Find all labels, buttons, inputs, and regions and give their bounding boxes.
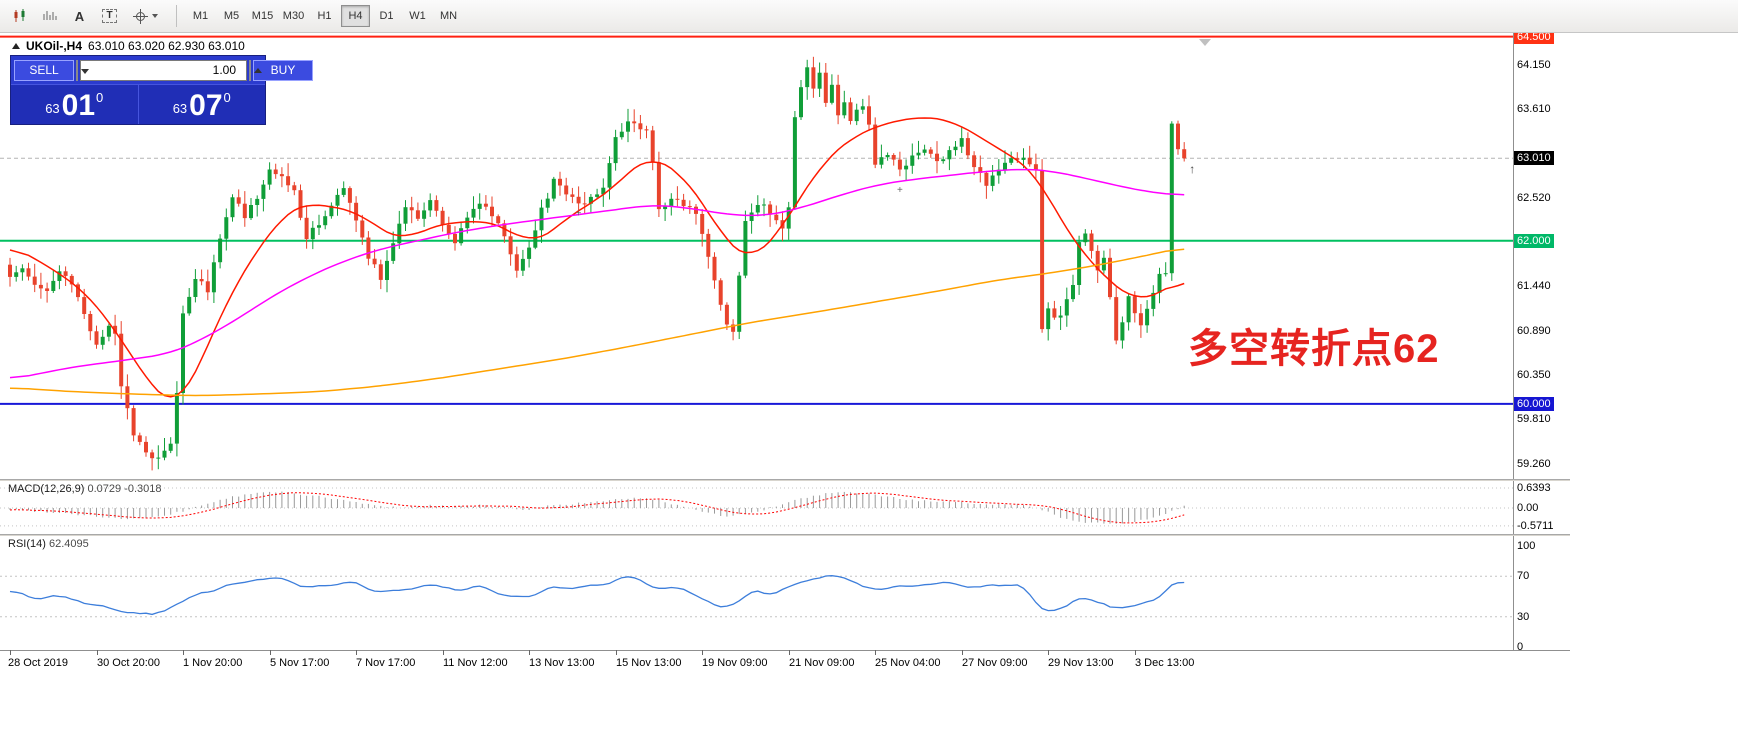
timeframe-button-d1[interactable]: D1 bbox=[372, 5, 401, 27]
sell-price-prefix: 63 bbox=[45, 101, 60, 116]
time-axis-label: 5 Nov 17:00 bbox=[270, 657, 330, 669]
time-axis-label: 28 Oct 2019 bbox=[8, 657, 68, 669]
timeframe-button-mn[interactable]: MN bbox=[434, 5, 463, 27]
macd-canvas[interactable] bbox=[0, 481, 1513, 534]
rsi-name: RSI(14) bbox=[8, 538, 46, 550]
svg-text:+: + bbox=[897, 185, 903, 196]
letter-t-glyph: T bbox=[102, 9, 117, 23]
rsi-values: 62.4095 bbox=[48, 538, 89, 550]
chart-title: UKOil-,H4 63.010 63.020 62.930 63.010 bbox=[12, 39, 245, 53]
timeframe-button-m5[interactable]: M5 bbox=[217, 5, 246, 27]
time-axis-label: 11 Nov 12:00 bbox=[443, 657, 508, 669]
candlestick-chart-icon[interactable] bbox=[6, 4, 33, 28]
macd-name: MACD(12,26,9) bbox=[8, 483, 85, 495]
time-axis-label: 19 Nov 09:00 bbox=[702, 657, 768, 669]
objects-crosshair-icon[interactable] bbox=[126, 4, 164, 28]
buy-price-sup: 0 bbox=[223, 90, 231, 105]
time-axis-label: 7 Nov 17:00 bbox=[356, 657, 416, 669]
buy-price-prefix: 63 bbox=[172, 101, 188, 116]
main-chart-canvas[interactable]: + + ↑ bbox=[0, 35, 1513, 479]
text-box-icon[interactable]: T bbox=[96, 4, 123, 28]
time-axis-label: 30 Oct 20:00 bbox=[97, 657, 160, 669]
time-axis-label: 1 Nov 20:00 bbox=[183, 657, 243, 669]
sell-price-big: 01 bbox=[61, 89, 96, 122]
toolbar-separator bbox=[176, 5, 177, 27]
symbol-period: UKOil-,H4 bbox=[26, 39, 83, 53]
trade-panel-divider bbox=[137, 85, 139, 124]
collapse-icon[interactable] bbox=[12, 43, 20, 49]
crosshair-glyph bbox=[132, 8, 148, 24]
panel-splitter[interactable] bbox=[0, 479, 1570, 481]
timeframe-button-h1[interactable]: H1 bbox=[310, 5, 339, 27]
time-axis-label: 25 Nov 04:00 bbox=[875, 657, 941, 669]
time-axis-label: 13 Nov 13:00 bbox=[529, 657, 595, 669]
macd-values: 0.0729 -0.3018 bbox=[87, 483, 162, 495]
timeframe-button-m15[interactable]: M15 bbox=[248, 5, 277, 27]
tick-chart-glyph bbox=[43, 11, 56, 20]
timeframe-button-h4[interactable]: H4 bbox=[341, 5, 370, 27]
svg-text:↑: ↑ bbox=[1189, 162, 1195, 176]
dropdown-arrow-icon bbox=[151, 14, 158, 18]
panel-splitter[interactable] bbox=[0, 534, 1570, 536]
volume-increase-button[interactable] bbox=[249, 59, 262, 81]
price-axis[interactable] bbox=[1513, 33, 1570, 650]
trade-panel-controls: SELL BUY bbox=[11, 56, 313, 84]
tick-chart-icon[interactable] bbox=[36, 4, 63, 28]
trade-panel-quotes: 63 01 0 63 07 0 bbox=[11, 84, 265, 124]
buy-price-big: 07 bbox=[189, 89, 223, 122]
candlestick-glyph bbox=[14, 9, 24, 22]
volume-dropdown-button[interactable] bbox=[76, 59, 89, 81]
rsi-canvas[interactable] bbox=[0, 536, 1513, 650]
volume-input[interactable] bbox=[80, 59, 247, 81]
macd-label: MACD(12,26,9) 0.0729 -0.3018 bbox=[8, 483, 162, 495]
timeframe-button-m1[interactable]: M1 bbox=[186, 5, 215, 27]
timeframe-button-w1[interactable]: W1 bbox=[403, 5, 432, 27]
timeframe-button-m30[interactable]: M30 bbox=[279, 5, 308, 27]
one-click-trading-panel: SELL BUY 63 01 0 63 07 0 bbox=[10, 55, 313, 125]
sell-price-sup: 0 bbox=[96, 90, 104, 105]
svg-text:+: + bbox=[576, 209, 582, 220]
sell-button[interactable]: SELL bbox=[14, 59, 74, 81]
time-axis-label: 29 Nov 13:00 bbox=[1048, 657, 1114, 669]
time-axis-label: 21 Nov 09:00 bbox=[789, 657, 855, 669]
ohlc-values: 63.010 63.020 62.930 63.010 bbox=[88, 39, 245, 53]
sell-price[interactable]: 63 01 0 bbox=[11, 85, 138, 124]
time-axis-label: 15 Nov 13:00 bbox=[616, 657, 682, 669]
buy-button[interactable]: BUY bbox=[253, 59, 313, 81]
toolbar: A T M1 M5 M15 M30 H1 H4 D1 W1 MN bbox=[0, 0, 1738, 33]
buy-price[interactable]: 63 07 0 bbox=[139, 85, 266, 124]
chart-annotation: 多空转折点62 bbox=[1188, 327, 1440, 371]
letter-a-glyph: A bbox=[74, 8, 85, 24]
time-axis-label: 27 Nov 09:00 bbox=[962, 657, 1028, 669]
timeframe-group: M1 M5 M15 M30 H1 H4 D1 W1 MN bbox=[186, 5, 465, 27]
time-axis-divider bbox=[0, 650, 1570, 651]
rsi-label: RSI(14) 62.4095 bbox=[8, 538, 89, 550]
time-axis-label: 3 Dec 13:00 bbox=[1135, 657, 1195, 669]
annotate-text-icon[interactable]: A bbox=[66, 4, 93, 28]
